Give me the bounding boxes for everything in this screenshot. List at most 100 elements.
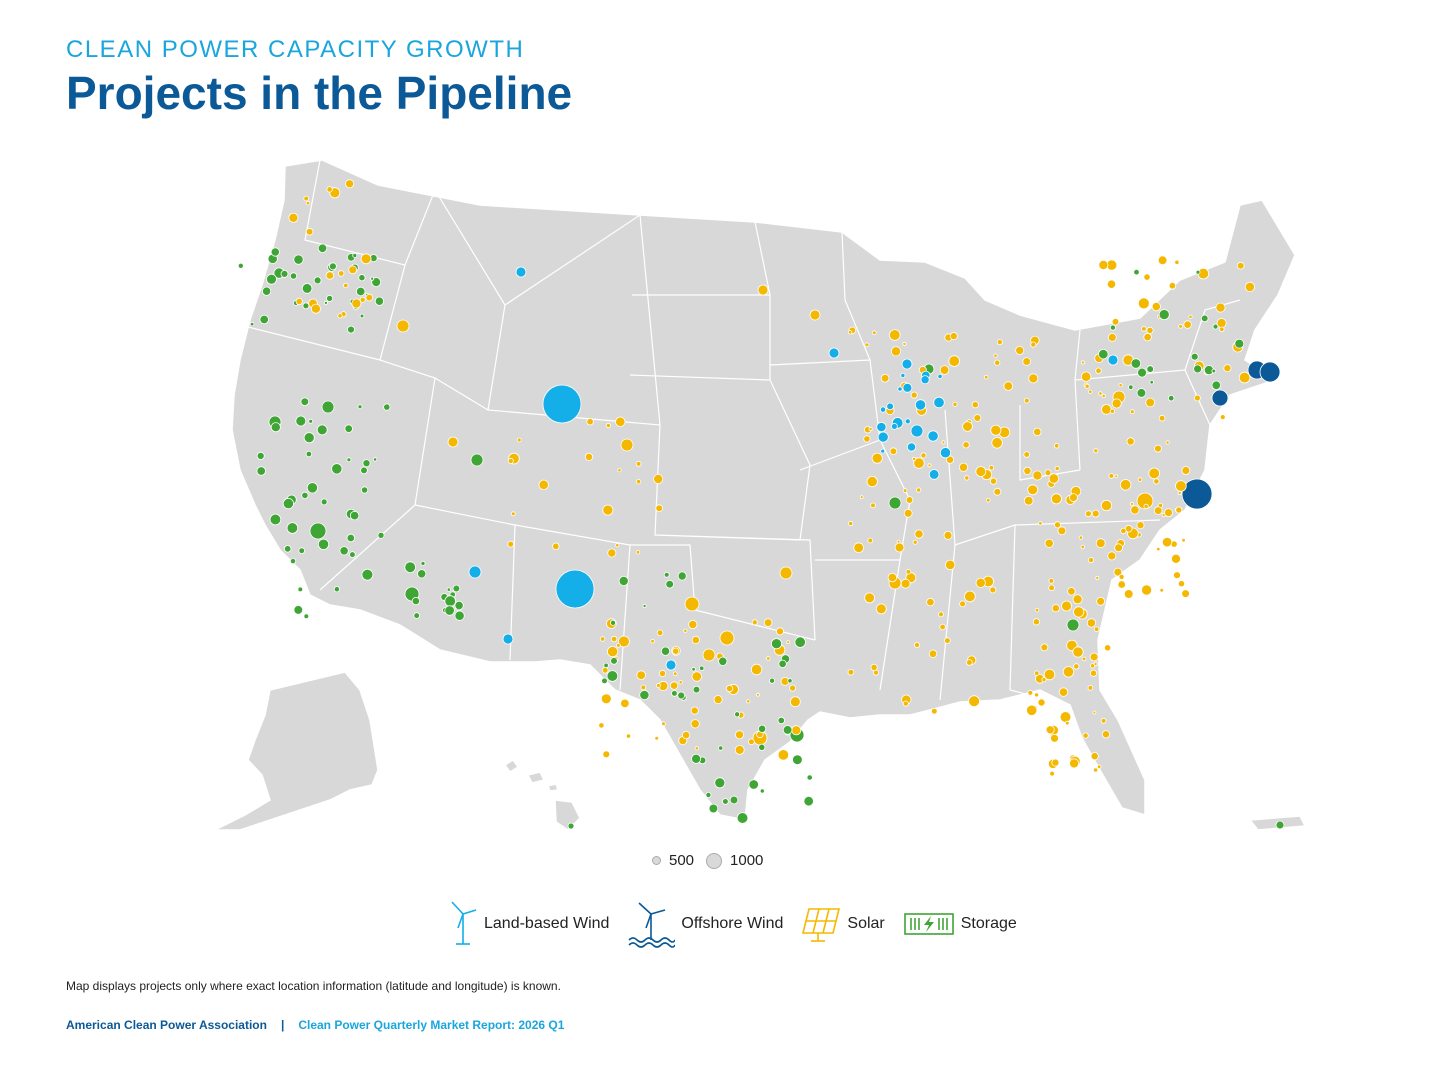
project-marker [789, 684, 797, 692]
project-marker [902, 700, 909, 707]
project-marker [941, 440, 946, 445]
project-marker [809, 309, 821, 321]
project-marker [370, 276, 375, 281]
project-marker [1088, 557, 1095, 564]
project-marker [1028, 373, 1039, 384]
project-marker [1173, 571, 1181, 580]
project-marker [1181, 538, 1186, 543]
project-marker [1038, 521, 1043, 526]
project-marker [1113, 567, 1123, 577]
project-marker [1023, 397, 1030, 404]
project-marker [266, 273, 277, 285]
project-marker [310, 303, 321, 314]
project-marker [452, 584, 461, 593]
project-marker [663, 571, 670, 578]
project-marker [714, 777, 726, 789]
footer-report: Clean Power Quarterly Market Report: 202… [298, 1018, 565, 1032]
project-marker [864, 592, 875, 604]
project-marker [1143, 332, 1152, 342]
project-marker [771, 638, 783, 650]
project-marker [1168, 282, 1177, 290]
project-marker [1181, 589, 1190, 598]
project-marker [1126, 437, 1135, 446]
project-marker [1104, 644, 1112, 652]
project-marker [620, 438, 634, 452]
project-marker [293, 254, 304, 265]
project-marker [605, 422, 612, 429]
project-marker [690, 706, 699, 715]
project-marker [656, 683, 661, 688]
project-marker [692, 685, 701, 694]
footer-separator: | [280, 1018, 285, 1032]
project-marker [610, 657, 618, 665]
project-marker [722, 798, 729, 805]
project-marker [880, 373, 890, 383]
project-marker [691, 667, 696, 672]
project-marker [328, 262, 337, 271]
project-marker [586, 418, 594, 426]
project-marker [1223, 364, 1232, 373]
project-marker [926, 597, 935, 607]
size-500-marker [652, 856, 661, 865]
project-marker [1128, 384, 1134, 390]
project-marker [1114, 474, 1119, 479]
project-marker [357, 404, 363, 410]
project-marker [993, 353, 998, 358]
project-marker [1153, 478, 1160, 485]
project-marker [1095, 367, 1102, 374]
project-marker [352, 252, 358, 258]
project-marker [650, 639, 655, 644]
project-marker [360, 486, 369, 494]
size-legend-1000: 1000 [706, 852, 763, 869]
project-marker [870, 502, 876, 509]
project-marker [1275, 820, 1285, 830]
project-marker [1215, 302, 1226, 313]
project-marker [1159, 587, 1164, 593]
project-marker [359, 313, 365, 319]
project-marker [261, 286, 272, 296]
project-marker [1050, 733, 1059, 743]
legend-offshore-wind-label: Offshore Wind [681, 915, 784, 932]
project-marker [1082, 732, 1089, 739]
project-marker [719, 630, 735, 646]
footer: American Clean Power Association | Clean… [66, 1018, 564, 1032]
project-marker [750, 663, 763, 676]
project-marker [615, 543, 620, 548]
project-marker [270, 247, 280, 257]
project-marker [778, 659, 787, 669]
project-marker [1030, 341, 1037, 348]
project-marker [748, 779, 759, 790]
project-marker [1136, 521, 1145, 530]
project-marker [1096, 596, 1105, 606]
project-marker [1200, 314, 1209, 323]
project-marker [691, 635, 700, 645]
project-marker [618, 576, 629, 587]
project-marker [325, 271, 335, 280]
project-marker [984, 375, 989, 380]
project-marker [635, 479, 642, 485]
project-marker [1151, 301, 1161, 312]
project-marker [949, 332, 958, 341]
project-marker [1072, 594, 1083, 605]
project-marker [1143, 273, 1151, 281]
project-marker [1146, 365, 1154, 373]
offshore-wind-turbine-icon [628, 902, 676, 948]
project-marker [1032, 470, 1043, 481]
project-marker [1158, 414, 1166, 422]
project-marker [280, 269, 289, 278]
project-marker [1244, 281, 1256, 292]
project-marker [948, 355, 960, 367]
project-marker [1023, 466, 1032, 475]
project-marker [1146, 326, 1154, 334]
project-marker [939, 623, 946, 631]
project-marker [1027, 689, 1034, 696]
project-marker [347, 325, 355, 334]
project-marker [356, 286, 366, 297]
project-marker [1072, 646, 1084, 658]
project-marker [1032, 618, 1041, 626]
project-marker [887, 572, 898, 583]
project-marker [607, 548, 617, 558]
project-marker [303, 432, 315, 444]
project-marker [1062, 666, 1075, 678]
project-marker [507, 457, 514, 464]
